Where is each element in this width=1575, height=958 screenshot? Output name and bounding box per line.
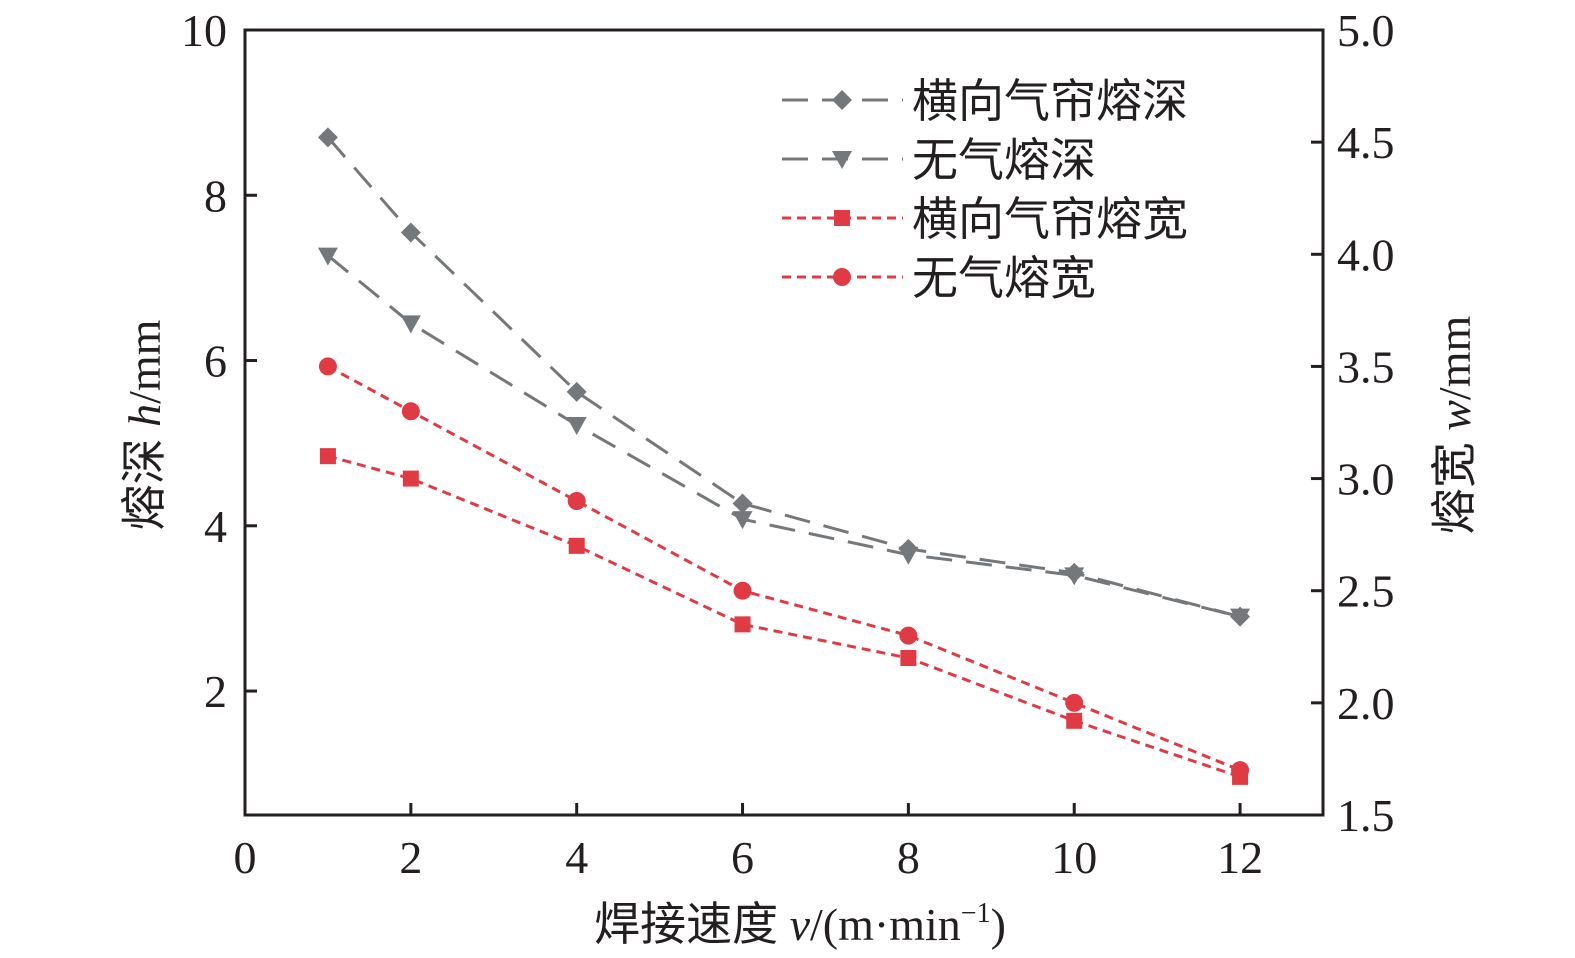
data-point (566, 381, 587, 402)
data-point (1064, 567, 1085, 586)
y-right-tick-label: 2.5 (1337, 566, 1395, 617)
series-3 (318, 357, 1250, 780)
data-point (400, 315, 421, 334)
data-point (733, 581, 752, 600)
legend-marker (833, 268, 851, 286)
x-tick-label: 2 (399, 832, 422, 883)
y-left-tick-label: 10 (181, 5, 227, 56)
legend-marker (832, 151, 852, 169)
data-point (734, 616, 751, 633)
data-point (1065, 693, 1084, 712)
legend-item: 无气熔宽 (782, 253, 1096, 304)
data-point (732, 493, 753, 514)
data-point (568, 537, 585, 554)
data-point (317, 127, 338, 148)
data-point (732, 511, 753, 530)
series-line (326, 254, 1241, 619)
legend-label: 无气熔深 (912, 135, 1096, 186)
data-point (566, 416, 587, 435)
legend-marker (834, 210, 850, 226)
y-right-tick-label: 3.5 (1337, 341, 1395, 392)
y-right-tick-label: 1.5 (1337, 790, 1395, 841)
x-tick-label: 6 (731, 832, 754, 883)
axes-layer: 0 2 4 6 8 10 12 2 4 6 8 10 1.5 2.0 2.5 3.0 3.5 4.0 4.5 5.0 (181, 5, 1395, 883)
series-1 (317, 247, 1251, 627)
x-tick-label: 12 (1217, 832, 1263, 883)
x-tick-label: 10 (1051, 832, 1097, 883)
legend-marker (832, 90, 852, 110)
legend-item: 横向气帘熔深 (782, 76, 1188, 127)
data-point (1066, 712, 1083, 729)
y-left-axis-title: 熔深 h/mm (119, 319, 170, 530)
data-point (1231, 761, 1250, 780)
data-point (317, 247, 338, 266)
y-right-tick-label: 4.5 (1337, 117, 1395, 168)
data-point (318, 357, 337, 376)
legend-label: 横向气帘熔深 (912, 76, 1188, 127)
legend-item: 无气熔深 (782, 135, 1096, 186)
series-line (327, 365, 1241, 772)
data-point (900, 650, 917, 666)
data-point (899, 626, 918, 645)
plot-frame (243, 28, 1325, 817)
legend-label: 横向气帘熔宽 (912, 194, 1188, 245)
data-point (1230, 608, 1251, 627)
data-point (401, 402, 420, 421)
y-right-tick-label: 5.0 (1337, 5, 1395, 56)
y-right-tick-label: 4.0 (1337, 229, 1395, 280)
y-right-tick-label: 2.0 (1337, 678, 1395, 729)
x-axis-title: 焊接速度 v/(m·min−1) (594, 898, 1006, 950)
series-layer (317, 127, 1251, 785)
y-right-axis-title: 熔宽 w/mm (1429, 316, 1480, 535)
legend-label: 无气熔宽 (912, 253, 1096, 304)
series-2 (319, 448, 1249, 785)
legend-item: 横向气帘熔宽 (782, 194, 1188, 245)
x-tick-label: 8 (897, 832, 920, 883)
y-left-tick-label: 4 (204, 501, 227, 552)
y-left-tick-label: 2 (204, 666, 227, 717)
data-point (567, 492, 586, 510)
data-point (319, 448, 336, 465)
series-line (327, 454, 1241, 779)
y-left-tick-label: 8 (204, 170, 227, 221)
x-tick-label: 0 (234, 832, 257, 883)
data-point (400, 222, 421, 243)
data-point (898, 546, 919, 565)
x-tick-label: 4 (565, 832, 588, 883)
y-right-tick-label: 3.0 (1337, 454, 1395, 505)
data-point (402, 470, 419, 487)
y-left-tick-label: 6 (204, 336, 227, 387)
